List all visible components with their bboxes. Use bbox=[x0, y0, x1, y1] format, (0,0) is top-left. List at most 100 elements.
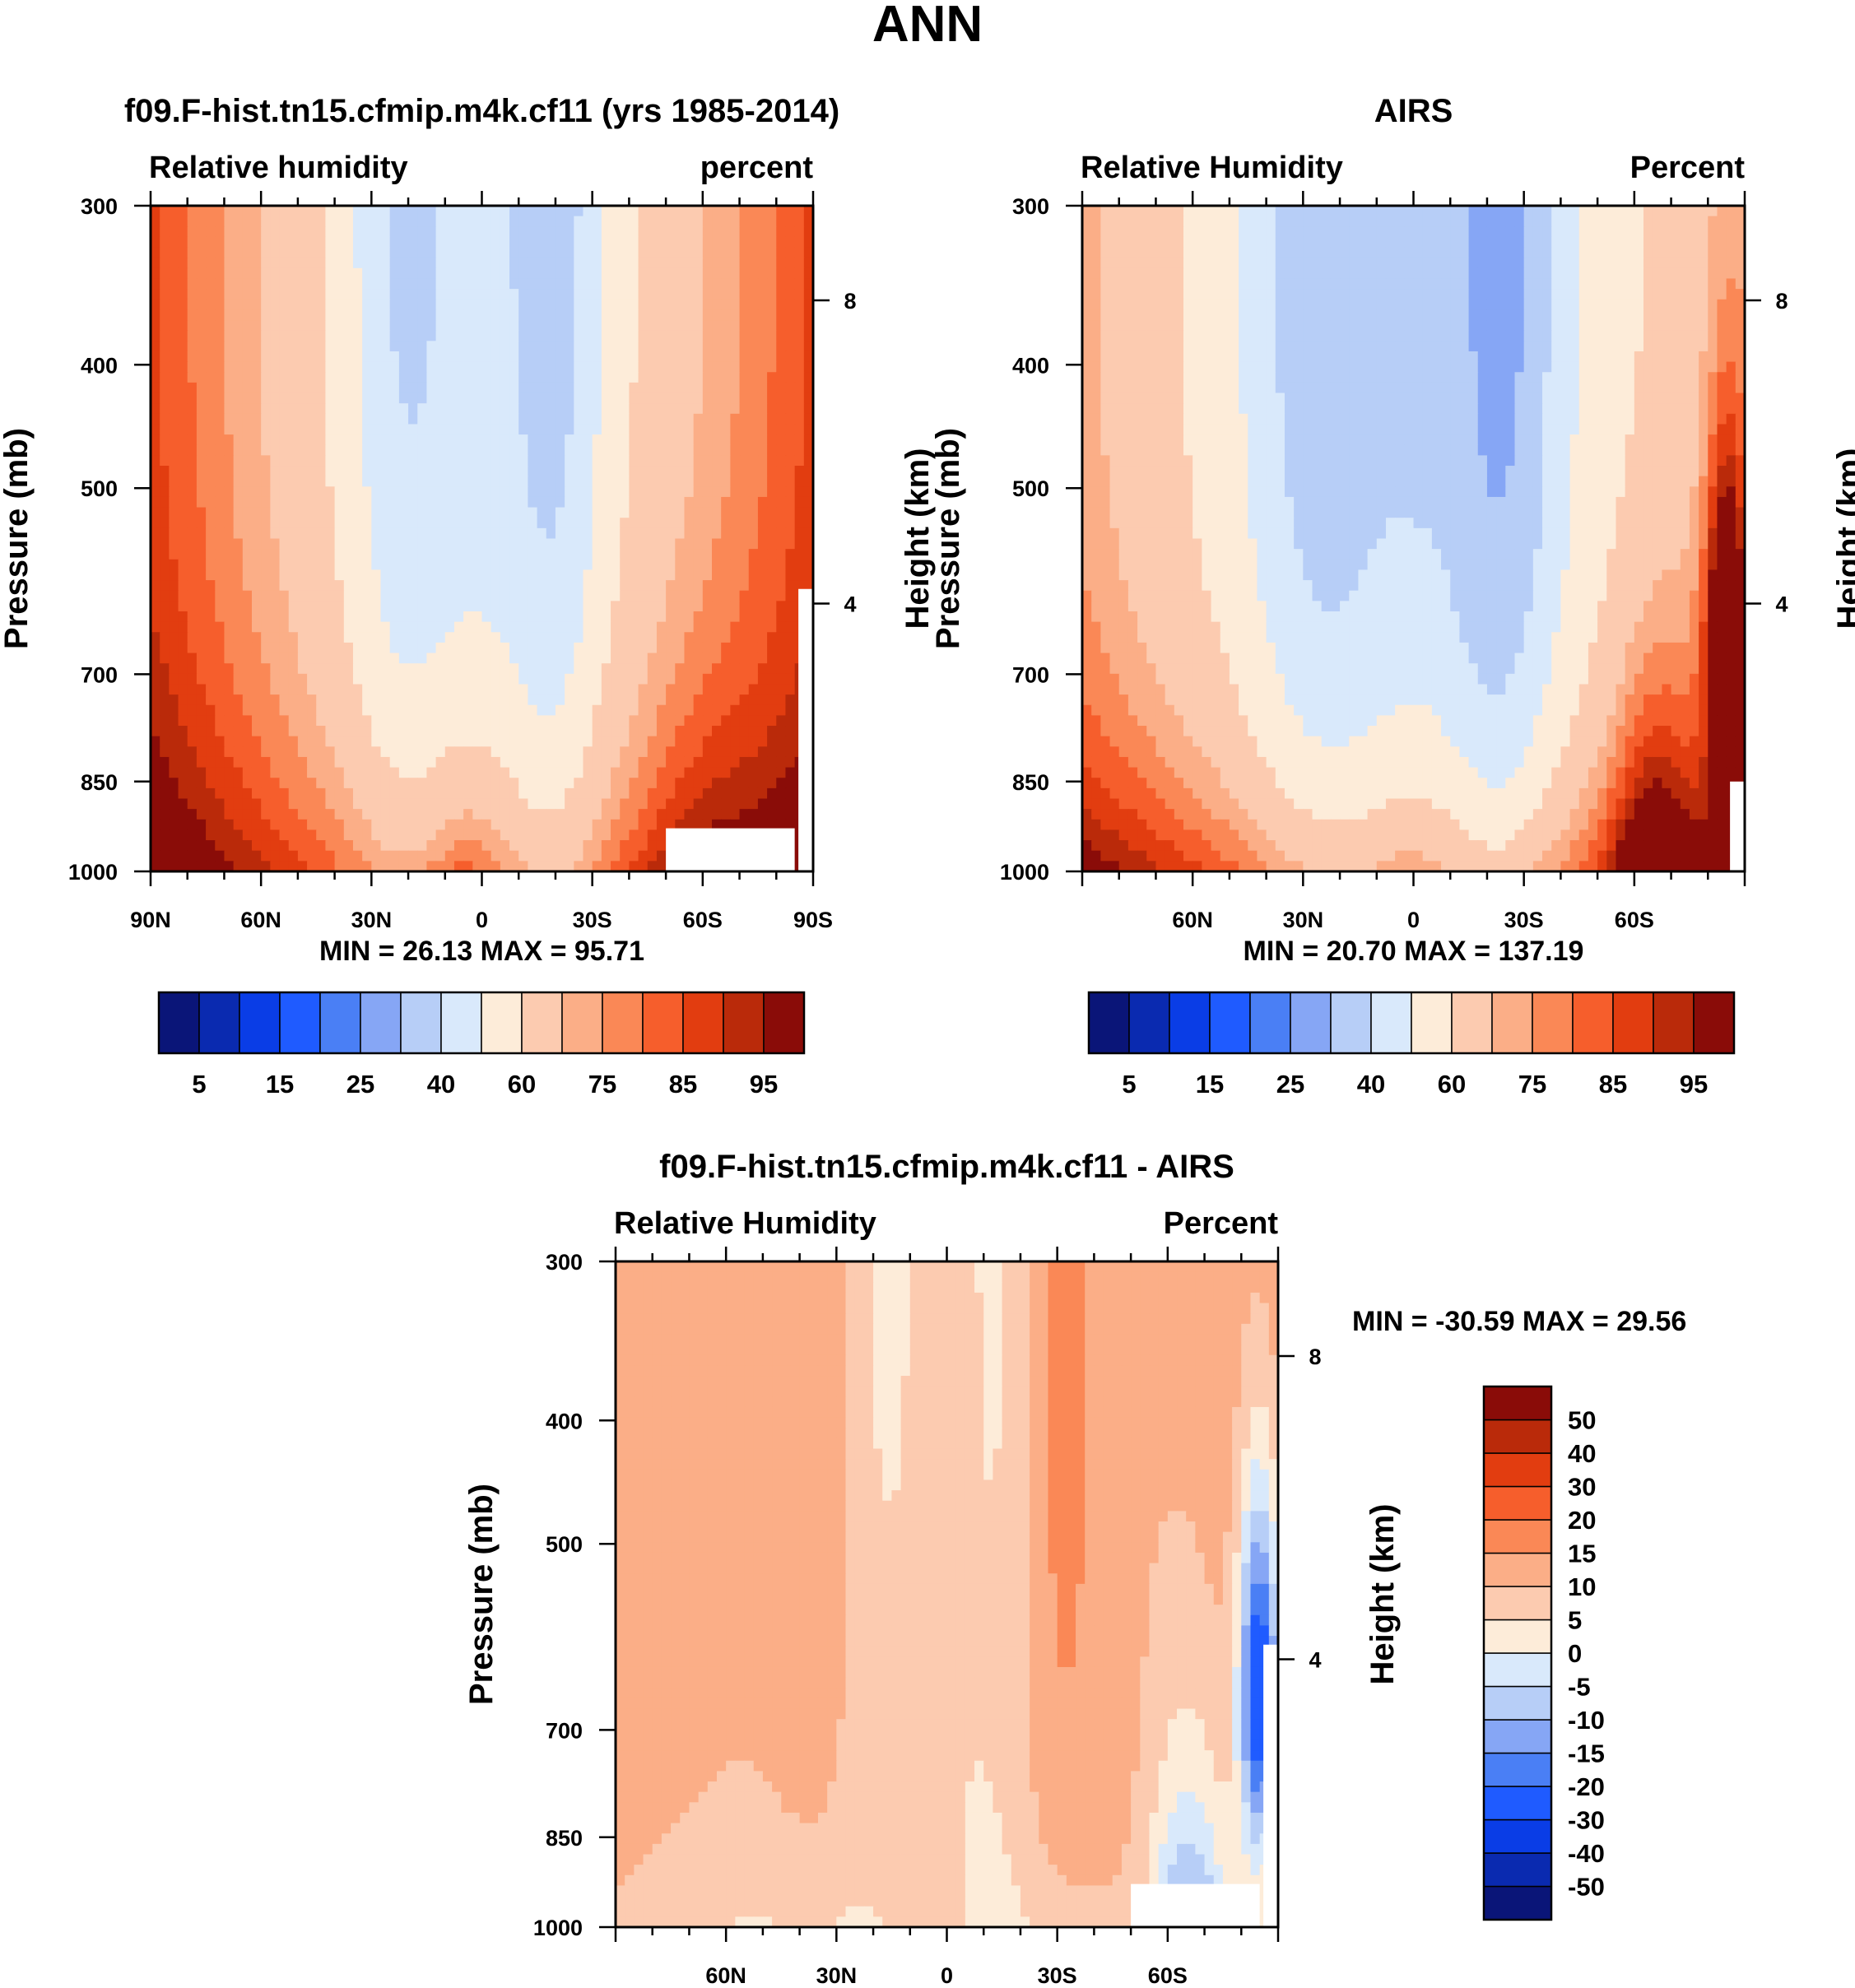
field-cell bbox=[472, 632, 483, 643]
field-cell bbox=[592, 829, 602, 841]
field-cell bbox=[555, 746, 565, 758]
field-cell bbox=[592, 840, 602, 852]
field-cell bbox=[233, 580, 244, 592]
field-cell bbox=[261, 413, 271, 425]
field-cell bbox=[398, 663, 409, 675]
field-cell bbox=[565, 673, 574, 685]
field-cell bbox=[546, 756, 556, 769]
field-cell bbox=[242, 320, 253, 332]
field-cell bbox=[371, 289, 382, 300]
field-cell bbox=[583, 486, 593, 498]
field-cell bbox=[739, 466, 750, 477]
field-cell bbox=[693, 507, 704, 518]
field-cell bbox=[371, 226, 382, 238]
field-cell bbox=[371, 611, 382, 623]
field-cell bbox=[601, 569, 611, 581]
field-cell bbox=[611, 767, 621, 778]
field-cell bbox=[307, 767, 317, 778]
field-cell bbox=[261, 278, 271, 290]
field-cell bbox=[611, 829, 621, 841]
field-cell bbox=[785, 507, 796, 518]
field-cell bbox=[472, 736, 483, 747]
field-cell bbox=[426, 444, 437, 456]
field-cell bbox=[444, 382, 455, 394]
field-cell bbox=[463, 527, 473, 540]
field-cell bbox=[712, 236, 722, 248]
field-cell bbox=[638, 684, 649, 695]
field-cell bbox=[435, 299, 446, 311]
field-cell bbox=[481, 258, 492, 269]
field-cell bbox=[398, 580, 409, 592]
field-cell bbox=[196, 673, 207, 685]
field-cell bbox=[546, 590, 556, 602]
field-cell bbox=[435, 580, 446, 592]
field-cell bbox=[307, 361, 317, 373]
field-cell bbox=[444, 299, 455, 311]
field-cell bbox=[279, 527, 290, 540]
field-cell bbox=[693, 267, 704, 280]
field-cell bbox=[270, 580, 281, 592]
field-cell bbox=[288, 403, 299, 415]
field-cell bbox=[1578, 236, 1589, 248]
field-cell bbox=[555, 580, 565, 592]
field-cell bbox=[270, 247, 281, 258]
field-cell bbox=[776, 611, 787, 623]
field-cell bbox=[1450, 216, 1460, 227]
field-cell bbox=[518, 226, 528, 238]
field-cell bbox=[307, 226, 317, 238]
field-cell bbox=[794, 320, 805, 332]
field-cell bbox=[444, 559, 455, 571]
field-cell bbox=[500, 413, 510, 425]
field-cell bbox=[444, 861, 455, 872]
field-cell bbox=[675, 569, 686, 581]
field-cell bbox=[730, 236, 741, 248]
field-cell bbox=[611, 466, 621, 477]
field-cell bbox=[537, 798, 547, 810]
field-cell bbox=[481, 278, 492, 290]
field-cell bbox=[316, 653, 327, 664]
field-cell bbox=[242, 787, 253, 800]
field-cell bbox=[721, 403, 731, 415]
field-cell bbox=[444, 372, 455, 383]
field-cell bbox=[215, 580, 225, 592]
field-cell bbox=[417, 466, 428, 477]
field-cell bbox=[656, 601, 667, 612]
field-cell bbox=[307, 559, 317, 571]
field-cell bbox=[325, 590, 336, 602]
field-cell bbox=[178, 341, 188, 352]
field-cell bbox=[767, 621, 777, 633]
field-cell bbox=[206, 247, 216, 258]
field-cell bbox=[187, 518, 198, 529]
field-cell bbox=[537, 392, 547, 404]
field-cell bbox=[546, 330, 556, 341]
field-cell bbox=[472, 361, 483, 373]
field-cell bbox=[518, 413, 528, 425]
field-cell bbox=[794, 559, 805, 571]
field-cell bbox=[380, 673, 391, 685]
field-cell bbox=[794, 403, 805, 415]
field-cell bbox=[481, 621, 492, 633]
field-cell bbox=[620, 413, 630, 425]
field-cell bbox=[574, 206, 584, 217]
field-cell bbox=[408, 787, 418, 800]
field-cell bbox=[601, 746, 611, 758]
field-cell bbox=[647, 527, 658, 540]
field-cell bbox=[684, 403, 695, 415]
field-cell bbox=[316, 850, 327, 862]
field-cell bbox=[279, 829, 290, 841]
field-cell bbox=[343, 538, 354, 550]
field-cell bbox=[233, 236, 244, 248]
field-cell bbox=[187, 455, 198, 467]
field-cell bbox=[574, 632, 584, 643]
field-cell bbox=[251, 527, 262, 540]
field-cell bbox=[1174, 216, 1184, 227]
field-cell bbox=[325, 726, 336, 737]
field-cell bbox=[1202, 216, 1212, 227]
field-cell bbox=[316, 809, 327, 820]
field-cell bbox=[629, 715, 639, 727]
field-cell bbox=[242, 726, 253, 737]
field-cell bbox=[242, 289, 253, 300]
field-cell bbox=[702, 736, 713, 747]
field-cell bbox=[362, 392, 372, 404]
field-cell bbox=[730, 787, 741, 800]
